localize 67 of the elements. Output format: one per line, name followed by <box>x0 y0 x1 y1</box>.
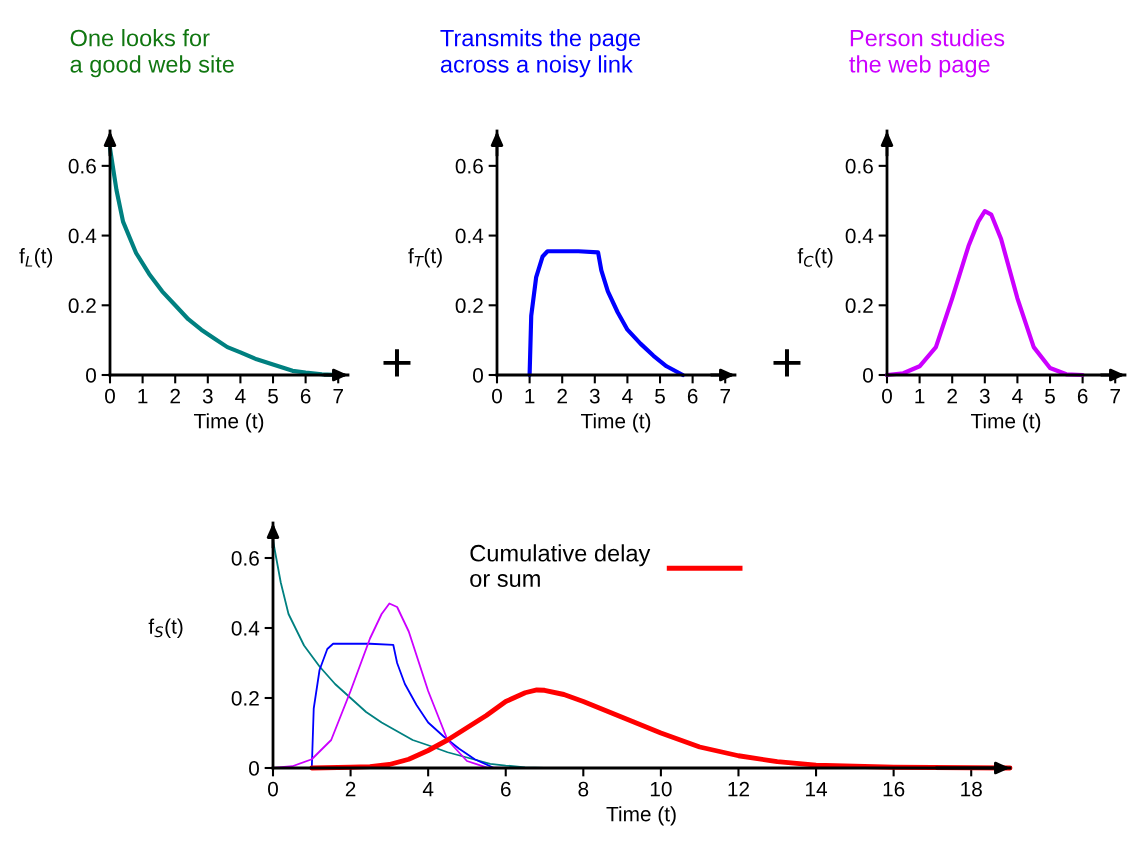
y-tick-label: 0 <box>249 761 259 776</box>
x-tick-label: 5 <box>655 388 665 404</box>
x-axis-title: Time (t) <box>970 413 1041 433</box>
x-tick-label: 12 <box>728 781 750 797</box>
x-tick-label: 1 <box>915 388 925 404</box>
y-tick-label: 0.2 <box>231 691 259 706</box>
x-tick-label: 0 <box>268 781 278 797</box>
chart-title: Person studies the web page <box>849 29 1005 78</box>
x-tick-label: 2 <box>947 388 957 404</box>
y-axis-title: f$_{S}$(t) <box>148 618 183 638</box>
y-tick-label: 0.6 <box>231 551 259 566</box>
x-tick-label: 7 <box>1110 388 1120 404</box>
y-tick-label: 0.4 <box>231 621 260 636</box>
text: + <box>773 349 801 377</box>
x-tick-label: 2 <box>170 388 180 404</box>
y-tick-label: 0.4 <box>455 228 484 244</box>
x-tick-label: 2 <box>557 388 567 404</box>
x-axis-title: Time (t) <box>606 806 676 826</box>
x-tick-label: 5 <box>1045 388 1055 404</box>
x-tick-label: 2 <box>345 781 356 797</box>
y-axis-title: f$_{T}$(t) <box>408 248 442 268</box>
x-tick-label: 1 <box>525 388 535 404</box>
y-tick-label: 0.2 <box>68 298 96 314</box>
x-tick-label: 4 <box>235 388 246 404</box>
x-tick-label: 4 <box>622 388 633 404</box>
x-tick-label: 6 <box>300 388 311 404</box>
x-tick-label: 3 <box>589 388 600 404</box>
x-tick-label: 7 <box>720 388 730 404</box>
x-tick-label: 0 <box>882 388 892 404</box>
x-tick-label: 0 <box>492 388 502 404</box>
y-tick-label: 0.6 <box>455 158 483 174</box>
y-axis-title: f$_{C}$(t) <box>797 248 833 268</box>
y-tick-label: 0.4 <box>68 228 97 244</box>
line-series <box>310 642 496 769</box>
x-tick-label: 6 <box>1077 388 1088 404</box>
x-tick-label: 0 <box>105 388 115 404</box>
y-tick-label: 0 <box>473 368 483 383</box>
x-tick-label: 3 <box>202 388 213 404</box>
x-tick-label: 3 <box>979 388 990 404</box>
x-tick-label: 8 <box>578 781 589 797</box>
x-tick-label: 4 <box>422 781 434 797</box>
y-tick-label: 0.2 <box>455 298 483 314</box>
y-tick-label: 0.6 <box>845 158 873 174</box>
x-tick-label: 14 <box>806 781 828 797</box>
chart-title: Transmits the page across a noisy link <box>440 29 641 78</box>
y-tick-label: 0.6 <box>68 158 96 174</box>
x-tick-label: 5 <box>268 388 278 404</box>
chart-title: One looks for a good web site <box>70 29 234 78</box>
x-tick-label: 7 <box>333 388 343 404</box>
x-tick-label: 10 <box>650 781 672 797</box>
y-tick-label: 0 <box>863 368 873 383</box>
x-axis-title: Time (t) <box>580 413 651 433</box>
x-axis-title: Time (t) <box>193 413 264 433</box>
y-tick-label: 0.4 <box>845 228 874 244</box>
legend-label: Cumulative delay or sum <box>470 544 651 588</box>
y-tick-label: 0.2 <box>845 298 873 314</box>
y-tick-label: 0 <box>86 368 96 383</box>
x-tick-label: 6 <box>687 388 698 404</box>
x-tick-label: 18 <box>961 781 982 797</box>
line-series <box>527 249 685 378</box>
text: + <box>383 349 411 377</box>
x-tick-label: 6 <box>501 781 511 797</box>
line-series <box>884 209 1085 378</box>
x-tick-label: 16 <box>883 781 905 797</box>
x-tick-label: 4 <box>1012 388 1023 404</box>
y-axis-title: f$_{L}$(t) <box>19 248 53 268</box>
x-tick-label: 1 <box>138 388 148 404</box>
